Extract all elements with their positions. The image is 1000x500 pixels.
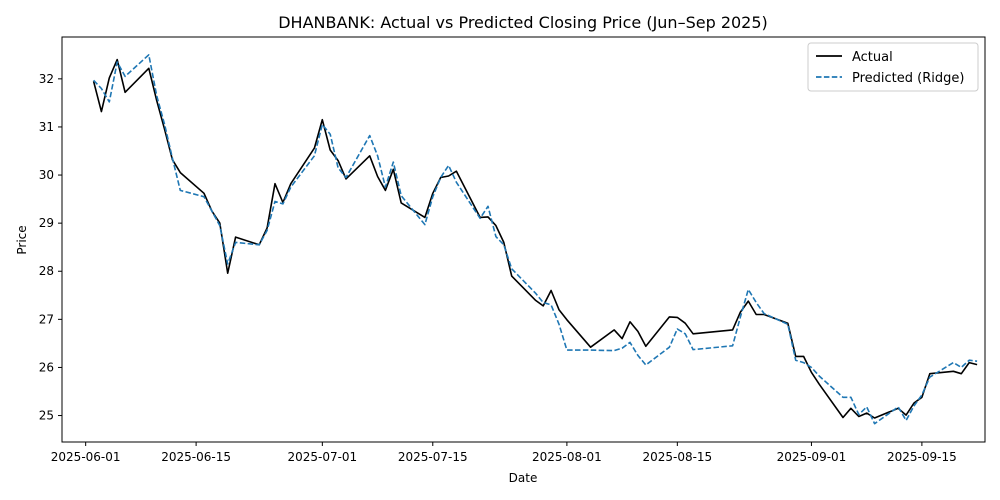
y-tick-label: 31 xyxy=(39,120,54,134)
y-tick-label: 30 xyxy=(39,168,54,182)
y-tick-label: 29 xyxy=(39,216,54,230)
y-tick-label: 25 xyxy=(39,409,54,423)
x-tick-label: 2025-07-15 xyxy=(398,450,468,464)
x-axis-label: Date xyxy=(509,471,538,485)
plot-area xyxy=(61,36,986,443)
x-tick-label: 2025-08-01 xyxy=(532,450,602,464)
legend: Actual Predicted (Ridge) xyxy=(807,42,979,92)
y-tick-label: 28 xyxy=(39,264,54,278)
x-tick-label: 2025-06-15 xyxy=(161,450,231,464)
y-tick-label: 32 xyxy=(39,72,54,86)
x-tick-label: 2025-07-01 xyxy=(287,450,357,464)
series-layer xyxy=(92,53,978,425)
x-tick-label: 2025-06-01 xyxy=(51,450,121,464)
legend-label-predicted: Predicted (Ridge) xyxy=(852,71,964,86)
plot-frame xyxy=(61,36,986,443)
y-axis-label: Price xyxy=(15,225,29,254)
legend-label-actual: Actual xyxy=(852,50,893,65)
x-tick-label: 2025-09-01 xyxy=(777,450,847,464)
chart-title: DHANBANK: Actual vs Predicted Closing Pr… xyxy=(278,13,768,32)
y-tick-label: 26 xyxy=(39,360,54,374)
y-tick-label: 27 xyxy=(39,312,54,326)
series-line-actual xyxy=(92,58,978,419)
series-line-predicted-ridge xyxy=(93,53,978,425)
y-axis: 25 26 27 28 29 30 31 32 xyxy=(39,72,62,423)
x-tick-label: 2025-08-15 xyxy=(642,450,712,464)
x-tick-label: 2025-09-15 xyxy=(887,450,957,464)
x-axis: 2025-06-01 2025-06-15 2025-07-01 2025-07-15… xyxy=(51,442,957,464)
legend-frame xyxy=(807,42,979,92)
